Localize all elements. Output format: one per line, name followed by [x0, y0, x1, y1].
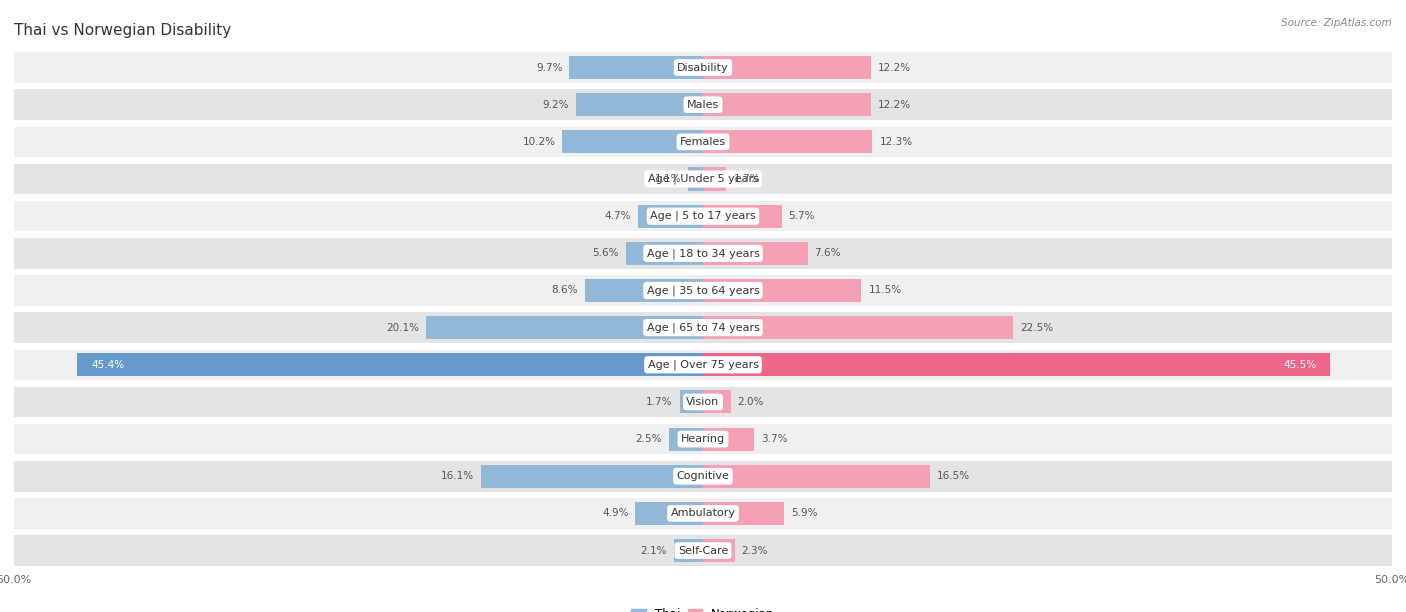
- Text: 12.2%: 12.2%: [877, 100, 911, 110]
- Bar: [688, 168, 703, 190]
- Text: Source: ZipAtlas.com: Source: ZipAtlas.com: [1281, 18, 1392, 28]
- Text: Disability: Disability: [678, 62, 728, 73]
- Text: Age | 18 to 34 years: Age | 18 to 34 years: [647, 248, 759, 259]
- Text: 5.6%: 5.6%: [592, 248, 619, 258]
- Text: 16.5%: 16.5%: [938, 471, 970, 481]
- Bar: [14, 461, 1392, 491]
- Bar: [14, 424, 1392, 454]
- Bar: [14, 238, 1392, 269]
- Text: Age | 35 to 64 years: Age | 35 to 64 years: [647, 285, 759, 296]
- Text: 1.7%: 1.7%: [734, 174, 759, 184]
- Text: 45.5%: 45.5%: [1284, 360, 1316, 370]
- Text: Age | Over 75 years: Age | Over 75 years: [648, 359, 758, 370]
- Bar: [14, 127, 1392, 157]
- Bar: [703, 204, 782, 228]
- Bar: [14, 275, 1392, 306]
- Bar: [669, 428, 703, 450]
- Bar: [679, 390, 703, 414]
- Bar: [703, 56, 872, 79]
- Text: 22.5%: 22.5%: [1019, 323, 1053, 333]
- Text: 4.7%: 4.7%: [605, 211, 631, 221]
- Text: Vision: Vision: [686, 397, 720, 407]
- Text: 1.1%: 1.1%: [654, 174, 681, 184]
- Bar: [77, 353, 703, 376]
- Bar: [576, 93, 703, 116]
- Text: 2.3%: 2.3%: [741, 545, 768, 556]
- Bar: [703, 316, 1012, 339]
- Bar: [481, 465, 703, 488]
- Text: 3.7%: 3.7%: [761, 434, 787, 444]
- Text: 4.9%: 4.9%: [602, 509, 628, 518]
- Bar: [569, 56, 703, 79]
- Bar: [14, 498, 1392, 529]
- Text: Ambulatory: Ambulatory: [671, 509, 735, 518]
- Bar: [14, 164, 1392, 194]
- Bar: [703, 465, 931, 488]
- Bar: [703, 353, 1330, 376]
- Bar: [703, 168, 727, 190]
- Bar: [14, 201, 1392, 231]
- Bar: [562, 130, 703, 154]
- Bar: [703, 93, 872, 116]
- Text: Thai vs Norwegian Disability: Thai vs Norwegian Disability: [14, 23, 232, 38]
- Bar: [426, 316, 703, 339]
- Bar: [703, 242, 807, 265]
- Text: Females: Females: [681, 137, 725, 147]
- Text: Self-Care: Self-Care: [678, 545, 728, 556]
- Text: 7.6%: 7.6%: [814, 248, 841, 258]
- Bar: [14, 387, 1392, 417]
- Text: 16.1%: 16.1%: [441, 471, 474, 481]
- Text: 10.2%: 10.2%: [523, 137, 555, 147]
- Bar: [703, 390, 731, 414]
- Bar: [636, 502, 703, 525]
- Bar: [14, 89, 1392, 120]
- Bar: [703, 279, 862, 302]
- Text: 2.0%: 2.0%: [738, 397, 763, 407]
- Text: 9.2%: 9.2%: [543, 100, 569, 110]
- Text: 2.5%: 2.5%: [636, 434, 662, 444]
- Bar: [14, 349, 1392, 380]
- Text: 1.7%: 1.7%: [647, 397, 672, 407]
- Bar: [703, 428, 754, 450]
- Text: 12.3%: 12.3%: [879, 137, 912, 147]
- Bar: [638, 204, 703, 228]
- Bar: [703, 502, 785, 525]
- Bar: [673, 539, 703, 562]
- Bar: [14, 312, 1392, 343]
- Text: 8.6%: 8.6%: [551, 285, 578, 296]
- Text: Hearing: Hearing: [681, 434, 725, 444]
- Text: 20.1%: 20.1%: [387, 323, 419, 333]
- Text: 2.1%: 2.1%: [641, 545, 668, 556]
- Bar: [626, 242, 703, 265]
- Text: 45.4%: 45.4%: [91, 360, 124, 370]
- Text: 11.5%: 11.5%: [869, 285, 901, 296]
- Bar: [14, 536, 1392, 566]
- Bar: [14, 52, 1392, 83]
- Text: 9.7%: 9.7%: [536, 62, 562, 73]
- Bar: [703, 130, 873, 154]
- Text: Age | 65 to 74 years: Age | 65 to 74 years: [647, 323, 759, 333]
- Text: Age | 5 to 17 years: Age | 5 to 17 years: [650, 211, 756, 222]
- Bar: [703, 539, 735, 562]
- Legend: Thai, Norwegian: Thai, Norwegian: [627, 603, 779, 612]
- Text: 5.7%: 5.7%: [789, 211, 815, 221]
- Text: Cognitive: Cognitive: [676, 471, 730, 481]
- Text: 5.9%: 5.9%: [792, 509, 818, 518]
- Text: Age | Under 5 years: Age | Under 5 years: [648, 174, 758, 184]
- Text: Males: Males: [688, 100, 718, 110]
- Text: 12.2%: 12.2%: [877, 62, 911, 73]
- Bar: [585, 279, 703, 302]
